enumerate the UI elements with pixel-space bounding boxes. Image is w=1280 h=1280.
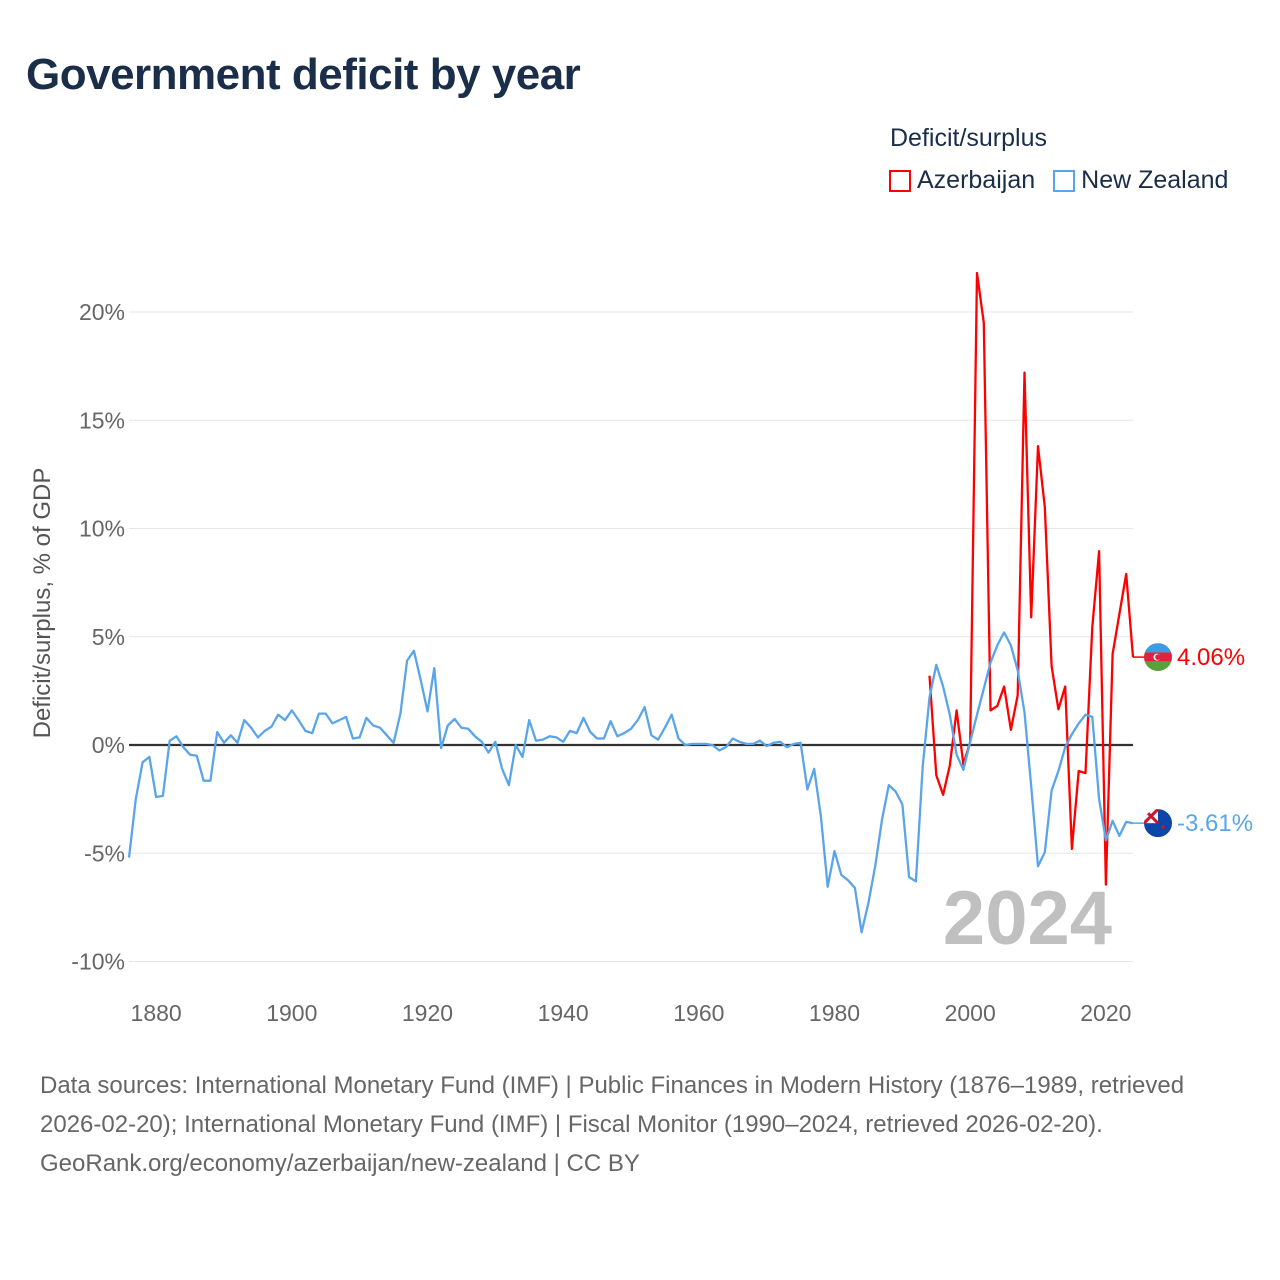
series-line-new-zealand	[127, 631, 1134, 934]
credit-link[interactable]: GeoRank.org/economy/azerbaijan/new-zeala…	[40, 1150, 640, 1177]
flag-crescent-cut	[1155, 654, 1161, 660]
flag-body	[1144, 643, 1172, 672]
legend-item-azerbaijan[interactable]: Azerbaijan	[889, 166, 1035, 195]
x-tick-label: 1940	[538, 1000, 589, 1026]
series-line-azerbaijan	[928, 271, 1135, 886]
y-tick-label: 5%	[92, 624, 125, 650]
y-tick-label: 10%	[79, 516, 125, 542]
end-value-label-new-zealand: -3.61%	[1177, 810, 1253, 837]
data-sources: Data sources: International Monetary Fun…	[40, 1072, 1185, 1138]
legend: Azerbaijan New Zealand	[889, 166, 1228, 195]
x-tick-label: 1960	[673, 1000, 724, 1026]
year-watermark: 2024	[943, 876, 1112, 961]
x-tick-label: 1900	[266, 1000, 317, 1026]
flag-body	[1144, 809, 1172, 838]
y-tick-label: 20%	[79, 299, 125, 325]
y-tick-label: 15%	[79, 407, 125, 433]
legend-swatch-azerbaijan	[889, 169, 911, 192]
grid: -10% -5% 0% 5% 10% 15% 20% 1880 1900 1920 1940 1960…	[71, 299, 1133, 1026]
chart: -10% -5% 0% 5% 10% 15% 20% 1880 1900 1920 1940 1960…	[29, 271, 1253, 1026]
chart-title: Government deficit by year	[26, 50, 581, 99]
x-tick-label: 2020	[1080, 1000, 1131, 1026]
legend-label-new-zealand: New Zealand	[1081, 166, 1229, 194]
y-tick-label: 0%	[92, 732, 125, 758]
flag-star	[1161, 825, 1165, 829]
legend-label-azerbaijan: Azerbaijan	[917, 166, 1036, 194]
x-tick-label: 1920	[402, 1000, 453, 1026]
x-tick-label: 1980	[809, 1000, 860, 1026]
azerbaijan-flag-icon	[1144, 643, 1172, 672]
legend-title: Deficit/surplus	[890, 124, 1047, 152]
x-tick-label: 2000	[945, 1000, 996, 1026]
series-group	[127, 271, 1135, 934]
flag-stripe-green	[1144, 661, 1172, 672]
end-value-label-azerbaijan: 4.06%	[1177, 644, 1245, 671]
end-labels: 4.06% -3.61%	[1133, 643, 1253, 838]
flag-stripe-blue	[1144, 643, 1172, 653]
footer: Data sources: International Monetary Fun…	[40, 1066, 1250, 1183]
y-axis-label: Deficit/surplus, % of GDP	[29, 468, 56, 739]
y-tick-label: -10%	[71, 949, 125, 975]
legend-item-new-zealand[interactable]: New Zealand	[1053, 166, 1228, 195]
new-zealand-flag-icon	[1144, 809, 1172, 838]
y-tick-label: -5%	[84, 840, 125, 866]
x-tick-label: 1880	[131, 1000, 182, 1026]
legend-swatch-new-zealand	[1053, 169, 1076, 192]
